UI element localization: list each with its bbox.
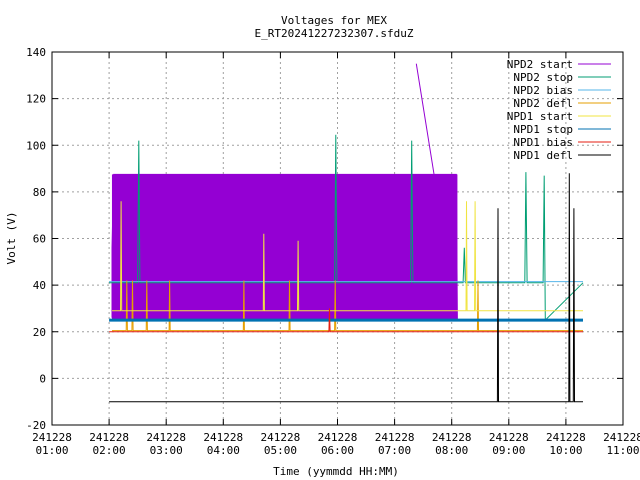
- legend-label: NPD2 bias: [513, 84, 573, 97]
- legend-label: NPD2 defl: [513, 97, 573, 110]
- x-tick-date: 241228: [32, 431, 72, 444]
- x-tick-time: 06:00: [321, 444, 354, 457]
- y-tick-label: 0: [39, 372, 46, 385]
- y-tick-label: 80: [33, 186, 46, 199]
- series-line: [109, 134, 584, 322]
- x-tick-date: 241228: [603, 431, 640, 444]
- series-line: [109, 308, 583, 333]
- x-tick-time: 11:00: [606, 444, 639, 457]
- y-tick-label: 100: [26, 139, 46, 152]
- series-line: [112, 201, 583, 312]
- legend-label: NPD1 bias: [513, 136, 573, 149]
- x-tick-time: 07:00: [378, 444, 411, 457]
- x-axis-label: Time (yymmdd HH:MM): [273, 465, 399, 478]
- legend-label: NPD1 start: [507, 110, 573, 123]
- x-tick-date: 241228: [146, 431, 186, 444]
- x-tick-date: 241228: [432, 431, 472, 444]
- x-tick-date: 241228: [546, 431, 586, 444]
- x-tick-time: 01:00: [35, 444, 68, 457]
- chart-subtitle: E_RT20241227232307.sfduZ: [255, 27, 414, 40]
- plot-frame: [51, 51, 624, 426]
- x-tick-time: 02:00: [93, 444, 126, 457]
- x-tick-date: 241228: [318, 431, 358, 444]
- y-tick-label: 40: [33, 279, 46, 292]
- legend-label: NPD1 defl: [513, 149, 573, 162]
- x-tick-time: 10:00: [549, 444, 582, 457]
- x-tick-date: 241228: [261, 431, 301, 444]
- x-tick-date: 241228: [489, 431, 529, 444]
- npd2-start-band: [111, 174, 458, 321]
- legend-label: NPD2 start: [507, 58, 573, 71]
- y-tick-label: 140: [26, 46, 46, 59]
- x-tick-time: 09:00: [492, 444, 525, 457]
- chart-title: Voltages for MEX: [281, 14, 387, 27]
- series-line: [112, 280, 583, 332]
- x-tick-time: 04:00: [207, 444, 240, 457]
- y-axis-label: Volt (V): [5, 212, 18, 265]
- legend-label: NPD2 stop: [513, 71, 573, 84]
- y-tick-label: 120: [26, 93, 46, 106]
- x-tick-time: 03:00: [150, 444, 183, 457]
- y-tick-label: 20: [33, 326, 46, 339]
- axis-ticks: -2002040608010012014024122801:0024122802…: [26, 46, 640, 457]
- x-tick-date: 241228: [203, 431, 243, 444]
- plot-area: [109, 63, 584, 403]
- x-tick-time: 08:00: [435, 444, 468, 457]
- x-tick-time: 05:00: [264, 444, 297, 457]
- y-tick-label: 60: [33, 233, 46, 246]
- x-tick-date: 241228: [89, 431, 129, 444]
- y-tick-label: -20: [26, 419, 46, 432]
- legend-label: NPD1 stop: [513, 123, 573, 136]
- series-line: [111, 63, 458, 321]
- x-tick-date: 241228: [375, 431, 415, 444]
- series-line: [109, 173, 583, 403]
